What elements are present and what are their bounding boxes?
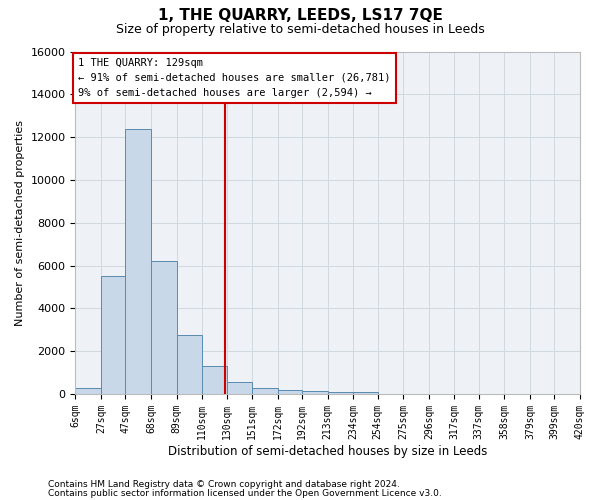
Y-axis label: Number of semi-detached properties: Number of semi-detached properties [15, 120, 25, 326]
Bar [328, 392, 353, 394]
Text: 1, THE QUARRY, LEEDS, LS17 7QE: 1, THE QUARRY, LEEDS, LS17 7QE [158, 8, 442, 22]
Bar [302, 391, 328, 394]
Text: Contains HM Land Registry data © Crown copyright and database right 2024.: Contains HM Land Registry data © Crown c… [48, 480, 400, 489]
Bar [278, 390, 302, 394]
Text: Contains public sector information licensed under the Open Government Licence v3: Contains public sector information licen… [48, 488, 442, 498]
X-axis label: Distribution of semi-detached houses by size in Leeds: Distribution of semi-detached houses by … [168, 444, 487, 458]
Text: Size of property relative to semi-detached houses in Leeds: Size of property relative to semi-detach… [116, 22, 484, 36]
Bar [101, 276, 125, 394]
Bar [202, 366, 227, 394]
Bar [252, 388, 278, 394]
Bar [151, 262, 176, 394]
Bar [227, 382, 252, 394]
Text: 1 THE QUARRY: 129sqm
← 91% of semi-detached houses are smaller (26,781)
9% of se: 1 THE QUARRY: 129sqm ← 91% of semi-detac… [78, 58, 391, 98]
Bar [353, 392, 377, 394]
Bar [125, 128, 151, 394]
Bar [176, 335, 202, 394]
Bar [76, 388, 101, 394]
